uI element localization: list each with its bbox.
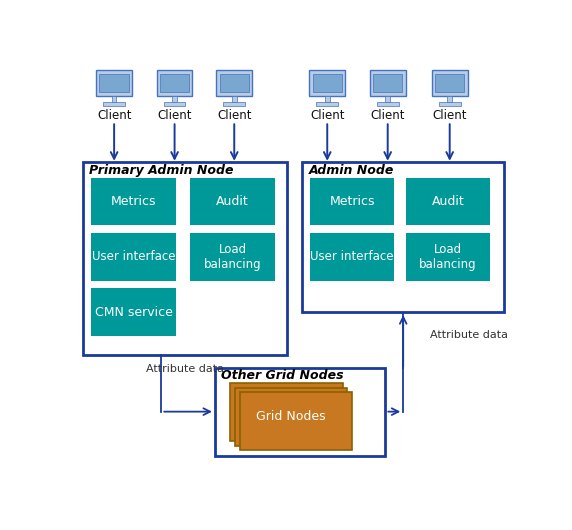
Bar [310, 233, 394, 281]
Bar [432, 70, 467, 96]
Bar [157, 70, 192, 96]
Text: Client: Client [217, 110, 252, 122]
Bar [240, 392, 352, 450]
Bar [91, 178, 176, 225]
Bar [316, 102, 338, 106]
Text: User interface: User interface [92, 250, 175, 263]
Bar [160, 74, 189, 92]
Bar [231, 383, 343, 441]
Text: Audit: Audit [216, 195, 249, 208]
Bar [435, 74, 464, 92]
Bar [104, 102, 125, 106]
Bar [91, 233, 176, 281]
Text: User interface: User interface [310, 250, 394, 263]
Bar [83, 162, 287, 355]
Text: Client: Client [432, 110, 467, 122]
Bar [91, 288, 176, 336]
Bar [309, 70, 345, 96]
Bar [325, 96, 329, 102]
Text: Grid Nodes: Grid Nodes [256, 410, 326, 423]
Text: Attribute data: Attribute data [146, 364, 224, 374]
Text: Audit: Audit [432, 195, 464, 208]
Text: Admin Node: Admin Node [309, 164, 394, 176]
Bar [373, 74, 403, 92]
Bar [190, 233, 275, 281]
Bar [215, 368, 386, 456]
Bar [164, 102, 185, 106]
Bar [303, 162, 504, 312]
Bar [231, 383, 343, 441]
Text: Load
balancing: Load balancing [419, 243, 477, 271]
Text: Client: Client [157, 110, 192, 122]
Text: Metrics: Metrics [111, 195, 156, 208]
Text: Client: Client [97, 110, 132, 122]
Bar [235, 388, 347, 446]
Bar [224, 102, 245, 106]
Bar [447, 96, 452, 102]
Bar [310, 178, 394, 225]
Bar [100, 74, 129, 92]
Bar [190, 178, 275, 225]
Bar [439, 102, 460, 106]
Bar [232, 96, 237, 102]
Bar [406, 178, 490, 225]
Text: Client: Client [371, 110, 405, 122]
Bar [220, 74, 249, 92]
Text: CMN service: CMN service [94, 306, 172, 319]
Bar [370, 70, 406, 96]
Bar [96, 70, 132, 96]
Bar [172, 96, 177, 102]
Bar [112, 96, 117, 102]
Bar [377, 102, 399, 106]
Bar [312, 74, 342, 92]
Bar [386, 96, 390, 102]
Text: Other Grid Nodes: Other Grid Nodes [221, 369, 344, 382]
Text: Attribute data: Attribute data [430, 330, 509, 340]
Text: Load
balancing: Load balancing [204, 243, 261, 271]
Bar [406, 233, 490, 281]
Text: Primary Admin Node: Primary Admin Node [89, 164, 234, 176]
Text: Metrics: Metrics [329, 195, 375, 208]
Bar [216, 70, 252, 96]
Text: Client: Client [310, 110, 344, 122]
Bar [235, 388, 347, 446]
